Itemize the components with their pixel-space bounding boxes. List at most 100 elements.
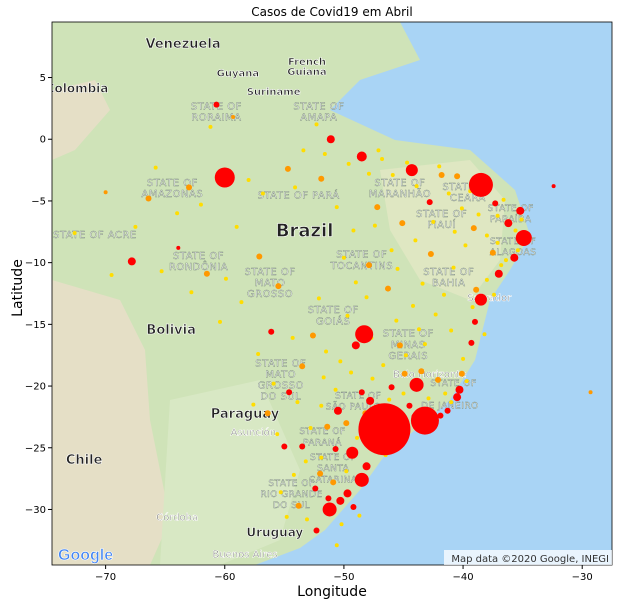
place-label: Buenos Aires [212,550,277,561]
case-point [295,400,300,405]
case-point [420,281,425,286]
case-point [295,502,302,509]
place-label: STATE OF [335,391,381,401]
case-point [458,370,465,377]
case-point [176,245,181,250]
case-point [437,164,442,169]
case-point [127,257,136,266]
case-point [489,249,496,256]
case-point [319,403,324,408]
place-label: GROSSO [247,289,293,300]
case-point [344,469,349,474]
case-point [381,363,386,368]
case-point [319,455,324,460]
case-point [346,446,359,459]
case-point [284,165,291,172]
case-point [251,402,256,407]
case-point [304,517,309,522]
case-point [278,490,283,495]
y-tick-label: 5 [40,73,46,84]
case-point [214,167,235,188]
case-point [336,496,345,505]
place-label: STATE OF [374,178,425,189]
place-label: PIAUÍ [427,218,456,231]
case-point [354,472,369,487]
case-point [286,389,293,396]
y-axis-label: Latitude [10,259,26,317]
case-point [435,376,442,383]
case-point [145,195,152,202]
case-point [390,173,395,178]
case-point [239,300,244,305]
case-point [482,332,487,337]
case-point [495,213,500,218]
case-point [401,391,406,396]
case-point [492,200,499,207]
case-point [414,184,419,189]
case-point [362,462,371,471]
case-point [372,223,377,228]
case-point [431,219,436,224]
x-tick-label: −40 [453,572,474,583]
case-point [426,199,433,206]
place-label: AMAPA [300,113,337,124]
case-point [433,312,438,317]
case-point [290,335,295,340]
place-label: PARANÁ [303,436,342,448]
case-point [346,161,351,166]
case-point [256,253,263,260]
case-point [422,342,427,347]
case-point [484,233,489,238]
case-point [409,377,424,392]
case-point [451,265,456,270]
x-tick-label: −30 [572,572,593,583]
place-label: STATE OF [430,379,476,389]
case-point [356,151,367,162]
case-point [470,305,475,310]
case-point [350,503,357,510]
case-point [330,479,337,486]
case-point [153,165,158,170]
case-point [389,248,394,253]
place-label: RORAIMA [191,113,241,124]
place-label: RIO GRANDE [260,490,322,500]
case-point [446,191,451,196]
place-label: PARAÍBA [490,213,532,225]
case-point [437,412,444,419]
place-label: MINAS [391,340,426,351]
place-label: TOCANTINS [329,261,393,272]
place-label: STATE OF ACRE [53,230,137,241]
case-point [332,445,339,452]
place-label: MATO [265,369,296,380]
case-point [208,124,213,129]
place-label: STATE OF [310,453,356,463]
place-label: SANTA [317,464,350,474]
case-point [246,177,251,182]
case-point [454,173,461,180]
y-axis-ticks: 5 0 −5 −10 −15 −20 −25 −30 [25,73,52,516]
case-point [324,423,331,430]
case-point [312,485,319,492]
place-label: AMAZONAS [141,189,203,200]
case-point [314,122,319,127]
case-point [468,339,475,346]
case-point [308,426,313,431]
case-point [513,228,518,233]
case-point [503,258,508,263]
place-label: Belo Horizonte [393,369,466,380]
case-point [109,272,114,277]
case-point [394,318,399,323]
case-point [519,217,524,222]
case-point [317,470,324,477]
place-label: Salvador [467,293,512,304]
place-label: Guyana [217,68,259,79]
case-point [515,229,532,246]
case-point [464,379,469,384]
case-point [213,101,220,108]
case-point [325,495,332,502]
place-label: STATE OF PARÁ [257,188,339,201]
case-point [401,370,408,377]
place-label: STATE OF [423,267,474,278]
place-label: STATE OF [383,329,434,340]
case-point [133,224,138,229]
